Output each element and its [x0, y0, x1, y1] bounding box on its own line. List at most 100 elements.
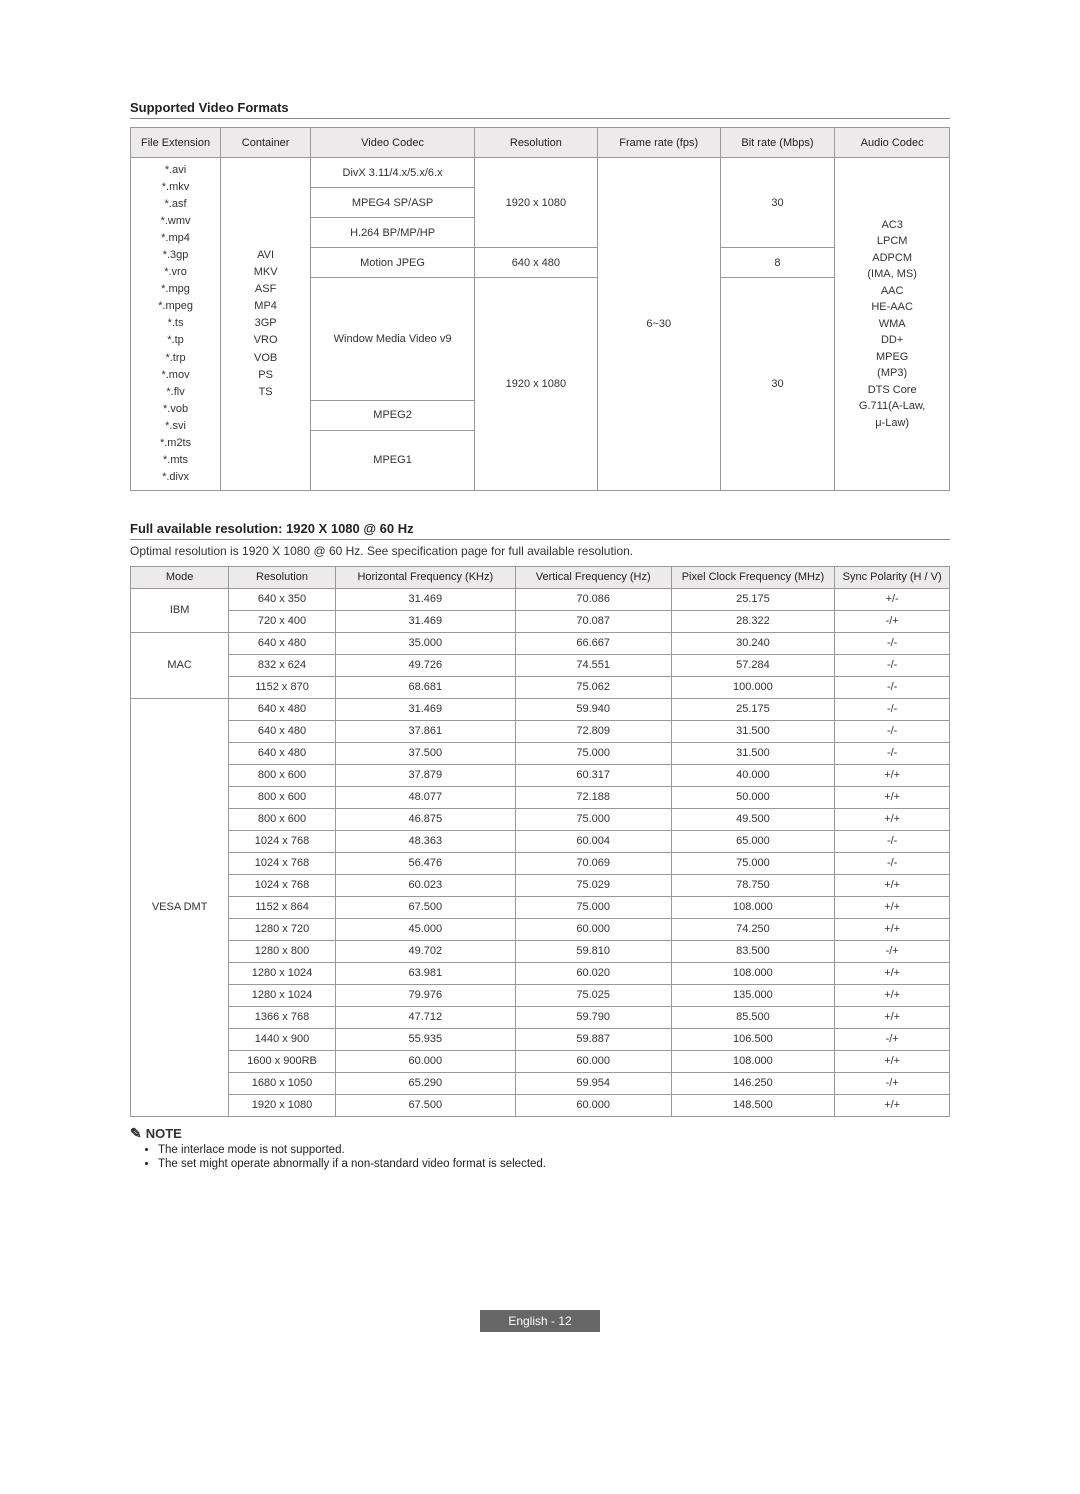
cell: -/-: [835, 698, 950, 720]
table-row: 800 x 60037.87960.31740.000+/+: [131, 764, 950, 786]
cell: -/-: [835, 852, 950, 874]
cell-container: AVI MKV ASF MP4 3GP VRO VOB PS TS: [221, 158, 311, 491]
cell: 31.469: [335, 610, 515, 632]
cell: 60.317: [515, 764, 671, 786]
th-res: Resolution: [229, 566, 335, 588]
cell: 60.000: [515, 918, 671, 940]
resolution-table: Mode Resolution Horizontal Frequency (KH…: [130, 566, 950, 1117]
cell: -/+: [835, 940, 950, 962]
cell: 49.500: [671, 808, 835, 830]
cell: -/-: [835, 632, 950, 654]
cell: 1024 x 768: [229, 830, 335, 852]
table-row: 720 x 40031.46970.08728.322-/+: [131, 610, 950, 632]
table-row: 1152 x 87068.68175.062100.000-/-: [131, 676, 950, 698]
th-audio-codec: Audio Codec: [835, 128, 950, 158]
cell: 1152 x 864: [229, 896, 335, 918]
cell: 25.175: [671, 698, 835, 720]
cell: 60.023: [335, 874, 515, 896]
cell-codec-1: MPEG4 SP/ASP: [311, 188, 475, 218]
cell: 1440 x 900: [229, 1028, 335, 1050]
cell: 25.175: [671, 588, 835, 610]
cell: 832 x 624: [229, 654, 335, 676]
cell: -/+: [835, 1028, 950, 1050]
cell: 800 x 600: [229, 764, 335, 786]
cell: -/-: [835, 830, 950, 852]
th-video-codec: Video Codec: [311, 128, 475, 158]
page-number: English - 12: [480, 1310, 600, 1332]
cell: 67.500: [335, 1094, 515, 1116]
cell: 67.500: [335, 896, 515, 918]
table-row: 1920 x 108067.50060.000148.500+/+: [131, 1094, 950, 1116]
cell: 46.875: [335, 808, 515, 830]
table-row: 1440 x 90055.93559.887106.500-/+: [131, 1028, 950, 1050]
section2-title: Full available resolution: 1920 X 1080 @…: [130, 521, 950, 540]
cell: 1280 x 720: [229, 918, 335, 940]
th-mode: Mode: [131, 566, 229, 588]
cell-br-3: 30: [720, 278, 835, 491]
cell: 1024 x 768: [229, 852, 335, 874]
cell: +/-: [835, 588, 950, 610]
cell: 40.000: [671, 764, 835, 786]
cell: 59.790: [515, 1006, 671, 1028]
cell: +/+: [835, 808, 950, 830]
table-row: IBM640 x 35031.46970.08625.175+/-: [131, 588, 950, 610]
cell: 31.500: [671, 720, 835, 742]
cell: 68.681: [335, 676, 515, 698]
cell: 1600 x 900RB: [229, 1050, 335, 1072]
table-row: 1024 x 76860.02375.02978.750+/+: [131, 874, 950, 896]
cell: 65.290: [335, 1072, 515, 1094]
note-icon: ✎: [130, 1125, 142, 1142]
note-text: NOTE: [146, 1126, 182, 1141]
table-row: 1280 x 72045.00060.00074.250+/+: [131, 918, 950, 940]
section1-title: Supported Video Formats: [130, 100, 950, 119]
cell: +/+: [835, 786, 950, 808]
cell: 59.887: [515, 1028, 671, 1050]
table-row: 1366 x 76847.71259.79085.500+/+: [131, 1006, 950, 1028]
cell-file-ext: *.avi *.mkv *.asf *.wmv *.mp4 *.3gp *.vr…: [131, 158, 221, 491]
cell: 60.004: [515, 830, 671, 852]
cell: -/+: [835, 610, 950, 632]
cell: 800 x 600: [229, 786, 335, 808]
cell-codec-6: MPEG1: [311, 430, 475, 490]
cell: 85.500: [671, 1006, 835, 1028]
cell: +/+: [835, 1006, 950, 1028]
table-header-row: Mode Resolution Horizontal Frequency (KH…: [131, 566, 950, 588]
cell: 75.000: [515, 808, 671, 830]
table-row: 1024 x 76848.36360.00465.000-/-: [131, 830, 950, 852]
cell: 70.069: [515, 852, 671, 874]
cell: 48.363: [335, 830, 515, 852]
cell-res-2: 640 x 480: [474, 248, 597, 278]
cell: 800 x 600: [229, 808, 335, 830]
table-row: 1280 x 80049.70259.81083.500-/+: [131, 940, 950, 962]
th-container: Container: [221, 128, 311, 158]
cell-mode: VESA DMT: [131, 698, 229, 1116]
cell-br-2: 8: [720, 248, 835, 278]
cell: 148.500: [671, 1094, 835, 1116]
cell: 50.000: [671, 786, 835, 808]
cell: 640 x 480: [229, 632, 335, 654]
cell: 31.469: [335, 698, 515, 720]
cell: 59.954: [515, 1072, 671, 1094]
cell: 75.000: [671, 852, 835, 874]
cell: 59.810: [515, 940, 671, 962]
cell: 60.020: [515, 962, 671, 984]
cell: 1280 x 1024: [229, 962, 335, 984]
cell: 720 x 400: [229, 610, 335, 632]
cell: 108.000: [671, 1050, 835, 1072]
note-item-1: The set might operate abnormally if a no…: [158, 1158, 950, 1170]
cell: 1680 x 1050: [229, 1072, 335, 1094]
table-row: 1152 x 86467.50075.000108.000+/+: [131, 896, 950, 918]
cell: 640 x 350: [229, 588, 335, 610]
notes-list: The interlace mode is not supported. The…: [158, 1144, 950, 1170]
cell: 1366 x 768: [229, 1006, 335, 1028]
section2-subtitle: Optimal resolution is 1920 X 1080 @ 60 H…: [130, 544, 950, 558]
cell: 70.086: [515, 588, 671, 610]
table-row: 1600 x 900RB60.00060.000108.000+/+: [131, 1050, 950, 1072]
cell-codec-0: DivX 3.11/4.x/5.x/6.x: [311, 158, 475, 188]
th-hfreq: Horizontal Frequency (KHz): [335, 566, 515, 588]
cell: 37.500: [335, 742, 515, 764]
cell-audio: AC3 LPCM ADPCM (IMA, MS) AAC HE-AAC WMA …: [835, 158, 950, 491]
th-bit-rate: Bit rate (Mbps): [720, 128, 835, 158]
note-item-0: The interlace mode is not supported.: [158, 1144, 950, 1156]
cell: 66.667: [515, 632, 671, 654]
